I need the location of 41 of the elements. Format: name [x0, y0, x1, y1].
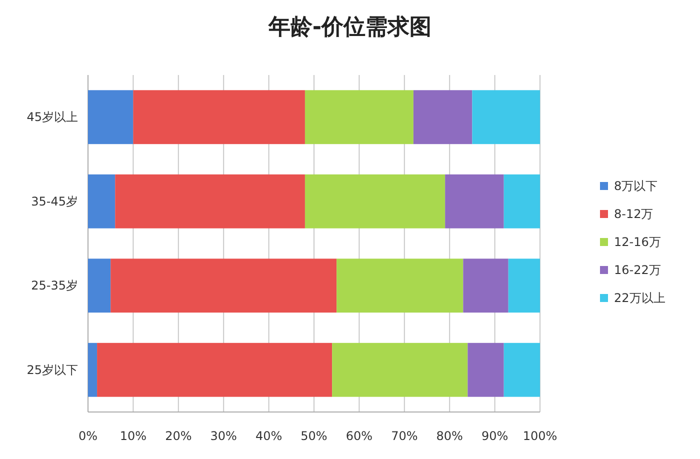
bar	[304, 90, 414, 144]
x-tick-label: 70%	[391, 429, 418, 443]
bar	[88, 342, 98, 397]
y-tick-label: 45岁以上	[26, 110, 78, 124]
x-tick-label: 0%	[78, 429, 98, 443]
x-tick-label: 40%	[255, 429, 282, 443]
x-tick-label: 30%	[210, 429, 237, 443]
bar	[88, 258, 111, 313]
bar	[472, 90, 540, 144]
bar	[463, 258, 508, 313]
x-tick-label: 90%	[481, 429, 508, 443]
legend-label: 12-16万	[614, 235, 661, 249]
bar	[88, 174, 116, 228]
bar	[304, 174, 446, 228]
x-tick-label: 20%	[165, 429, 192, 443]
bar	[504, 174, 540, 228]
bar	[110, 258, 337, 313]
legend-label: 8-12万	[614, 207, 654, 221]
x-tick-label: 100%	[522, 429, 558, 443]
legend-label: 16-22万	[614, 263, 661, 277]
legend-label: 22万以上	[614, 291, 666, 305]
bar	[504, 342, 540, 397]
y-tick-label: 25-35岁	[31, 278, 78, 293]
chart-title: 年龄-价位需求图	[267, 15, 432, 40]
x-tick-label: 80%	[436, 429, 463, 443]
bar	[336, 258, 464, 313]
x-tick-label: 60%	[346, 429, 373, 443]
bar	[468, 342, 504, 397]
bar	[133, 90, 305, 144]
bar	[115, 174, 305, 228]
bar	[445, 174, 504, 228]
legend-label: 8万以下	[614, 179, 658, 193]
x-tick-label: 10%	[120, 429, 147, 443]
bar	[413, 90, 472, 144]
bar	[332, 342, 468, 397]
bar	[97, 342, 332, 397]
x-tick-label: 50%	[300, 429, 328, 443]
y-tick-label: 35-45岁	[31, 194, 78, 208]
bar	[508, 258, 540, 313]
y-tick-label: 25岁以下	[26, 362, 78, 377]
bar	[88, 90, 134, 144]
